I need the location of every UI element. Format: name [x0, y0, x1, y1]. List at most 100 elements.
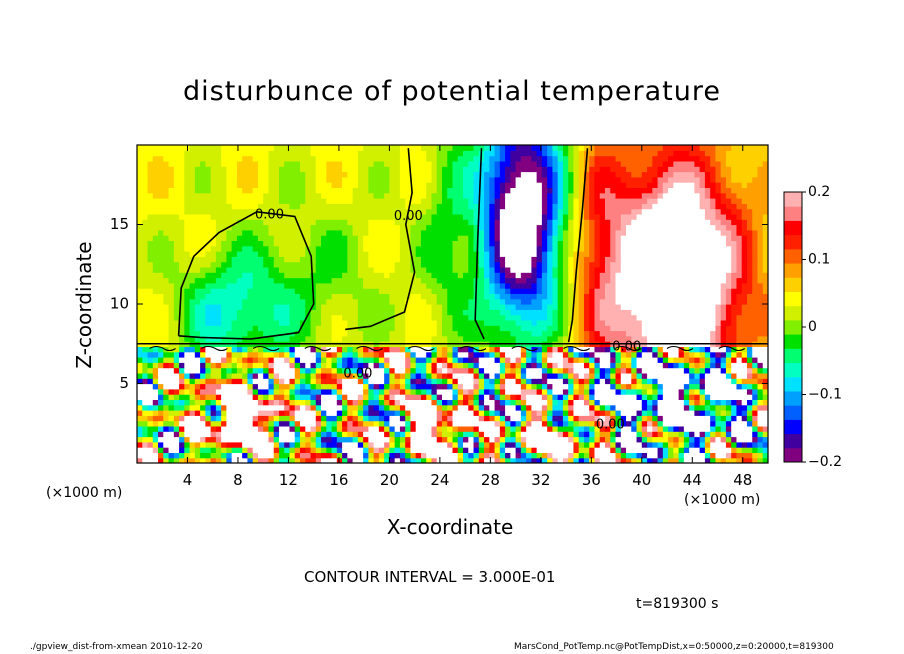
- heatmap-cell: [152, 251, 159, 257]
- heatmap-cell: [278, 272, 285, 279]
- heatmap-cell: [441, 266, 448, 273]
- heatmap-cell: [163, 420, 170, 427]
- heatmap-cell: [189, 325, 196, 332]
- heatmap-cell: [357, 357, 364, 363]
- heatmap-cell: [310, 367, 317, 374]
- heatmap-cell: [594, 394, 601, 400]
- heatmap-cell: [163, 441, 170, 448]
- heatmap-cell: [736, 457, 743, 463]
- heatmap-cell: [205, 436, 212, 443]
- heatmap-cell: [236, 415, 243, 422]
- heatmap-cell: [505, 245, 511, 252]
- heatmap-cell: [452, 288, 459, 294]
- heatmap-cell: [710, 457, 717, 463]
- heatmap-cell: [221, 372, 227, 379]
- heatmap-cell: [273, 410, 280, 416]
- heatmap-cell: [704, 362, 711, 369]
- heatmap-cell: [236, 251, 243, 257]
- heatmap-cell: [641, 383, 648, 390]
- heatmap-cell: [441, 245, 448, 252]
- heatmap-cell: [441, 335, 448, 342]
- heatmap-cell: [215, 441, 222, 448]
- heatmap-cell: [515, 288, 522, 294]
- heatmap-cell: [725, 372, 732, 379]
- heatmap-cell: [226, 388, 233, 395]
- heatmap-cell: [173, 367, 180, 374]
- heatmap-cell: [710, 288, 717, 294]
- heatmap-cell: [205, 410, 212, 416]
- heatmap-cell: [468, 436, 475, 443]
- heatmap-cell: [205, 394, 212, 400]
- heatmap-cell: [357, 394, 364, 400]
- heatmap-cell: [604, 447, 611, 453]
- heatmap-cell: [357, 447, 364, 453]
- heatmap-cell: [720, 282, 727, 289]
- heatmap-cell: [457, 367, 464, 374]
- heatmap-cell: [599, 251, 606, 257]
- heatmap-cell: [342, 251, 348, 257]
- heatmap-cell: [599, 452, 606, 459]
- heatmap-cell: [715, 410, 722, 416]
- heatmap-cell: [515, 388, 522, 395]
- heatmap-cell: [142, 399, 149, 406]
- heatmap-cell: [636, 256, 643, 263]
- heatmap-cell: [137, 415, 143, 422]
- heatmap-cell: [420, 245, 427, 252]
- heatmap-cell: [426, 325, 433, 332]
- heatmap-cell: [468, 319, 475, 326]
- heatmap-cell: [247, 436, 254, 443]
- heatmap-cell: [268, 325, 275, 332]
- heatmap-cell: [194, 367, 201, 374]
- heatmap-cell: [720, 394, 727, 400]
- heatmap-cell: [378, 399, 385, 406]
- heatmap-cell: [268, 266, 275, 273]
- heatmap-cell: [289, 288, 296, 294]
- heatmap-cell: [647, 325, 653, 332]
- heatmap-cell: [168, 404, 175, 411]
- heatmap-cell: [331, 293, 338, 300]
- heatmap-cell: [505, 261, 511, 268]
- heatmap-cell: [357, 452, 364, 459]
- heatmap-cell: [547, 367, 554, 374]
- heatmap-cell: [641, 335, 648, 342]
- heatmap-cell: [315, 314, 322, 321]
- heatmap-cell: [210, 420, 217, 427]
- heatmap-cell: [252, 314, 259, 321]
- heatmap-cell: [741, 399, 748, 406]
- heatmap-cell: [158, 251, 164, 257]
- heatmap-cell: [662, 367, 669, 374]
- heatmap-cell: [741, 431, 748, 438]
- heatmap-cell: [562, 351, 569, 358]
- heatmap-cell: [352, 399, 359, 406]
- heatmap-cell: [415, 240, 422, 247]
- heatmap-cell: [526, 319, 532, 326]
- heatmap-cell: [578, 261, 585, 268]
- heatmap-cell: [746, 330, 753, 337]
- heatmap-cell: [294, 378, 301, 385]
- heatmap-cell: [331, 330, 338, 337]
- heatmap-cell: [210, 425, 217, 432]
- heatmap-cell: [557, 314, 564, 321]
- heatmap-cell: [215, 245, 222, 252]
- heatmap-cell: [489, 330, 496, 337]
- heatmap-cell: [720, 357, 727, 363]
- heatmap-cell: [573, 298, 580, 305]
- heatmap-cell: [436, 404, 443, 411]
- heatmap-cell: [520, 452, 527, 459]
- heatmap-cell: [179, 335, 185, 342]
- heatmap-cell: [720, 261, 727, 268]
- heatmap-cell: [473, 357, 480, 363]
- heatmap-cell: [562, 420, 569, 427]
- heatmap-cell: [315, 261, 322, 268]
- heatmap-cell: [636, 362, 643, 369]
- heatmap-cell: [184, 383, 191, 390]
- heatmap-cell: [562, 378, 569, 385]
- heatmap-cell: [310, 457, 317, 463]
- heatmap-cell: [746, 415, 753, 422]
- heatmap-cell: [757, 266, 764, 273]
- heatmap-cell: [158, 367, 164, 374]
- heatmap-cell: [426, 272, 433, 279]
- heatmap-cell: [336, 404, 343, 411]
- heatmap-cell: [657, 351, 664, 358]
- heatmap-cell: [615, 346, 622, 353]
